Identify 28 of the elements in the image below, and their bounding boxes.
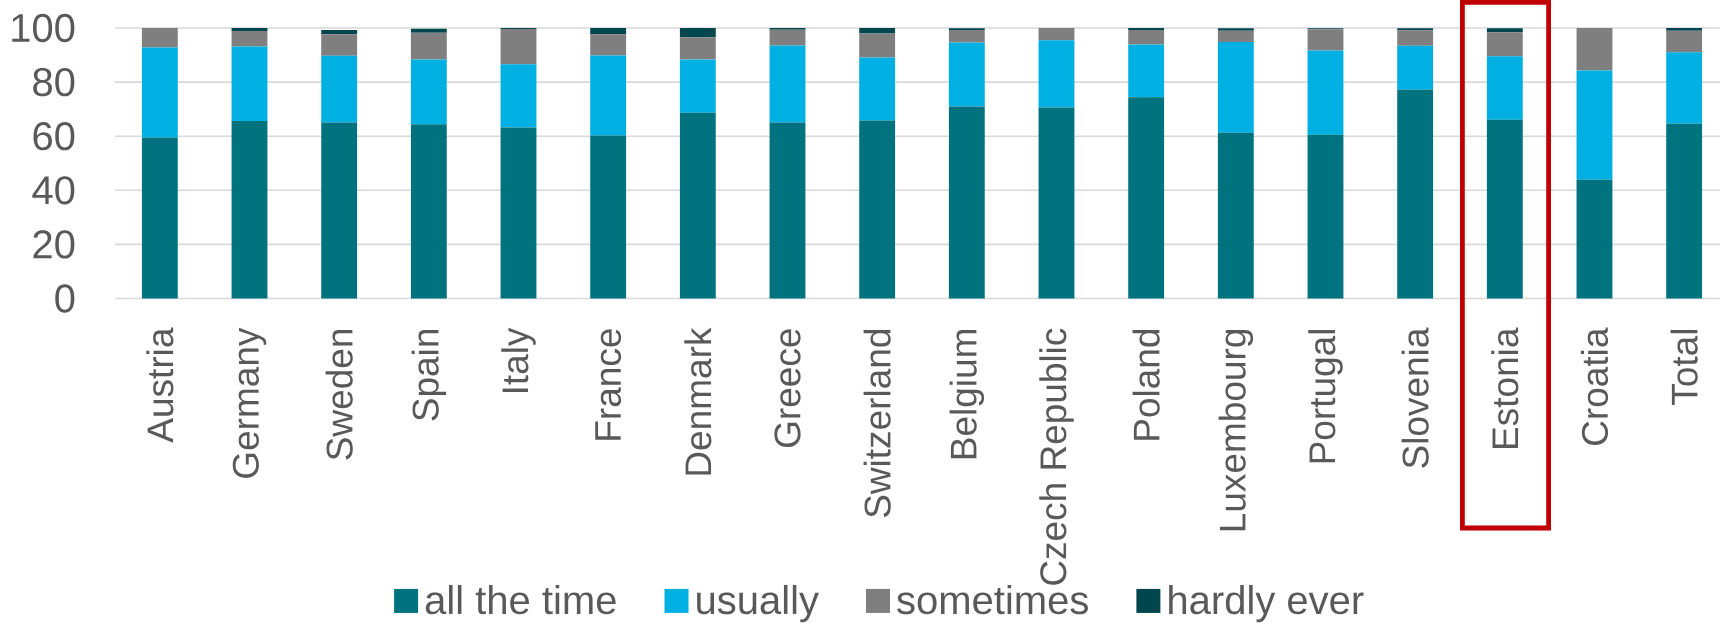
y-tick-label: 60 [33, 122, 75, 151]
x-tick-label: Greece [774, 329, 801, 448]
y-tick-label: 0 [55, 284, 75, 313]
x-tick-label: Sweden [325, 329, 353, 460]
x-tick-label: Spain [411, 329, 447, 421]
legend-label: usually [697, 584, 819, 623]
x-tick-label: Poland [1132, 329, 1160, 440]
x-tick-label: Total [1670, 330, 1698, 405]
legend-label: all the time [425, 584, 616, 615]
x-tick-label: Belgium [949, 330, 985, 459]
x-tick-label: Germany [232, 327, 267, 478]
x-tick-label: Portugal [1308, 330, 1343, 463]
x-tick-label: Austria [146, 327, 174, 443]
x-tick-label: Switzerland [863, 329, 891, 518]
y-tick-label: 40 [32, 176, 75, 205]
x-tick-label: Croatia [1580, 327, 1609, 445]
x-tick-label: Slovenia [1401, 327, 1429, 468]
y-tick-label: 100 [12, 13, 75, 43]
y-tick-label: 20 [33, 230, 75, 259]
x-tick-label: Czech Republic [1039, 328, 1074, 585]
y-tick-label: 80 [33, 67, 75, 97]
x-tick-label: Denmark [684, 327, 712, 475]
x-tick-label: France [595, 329, 622, 440]
legend-label: hardly ever [1169, 584, 1364, 623]
x-tick-label: Estonia [1491, 327, 1519, 448]
x-tick-label: Italy [501, 327, 536, 393]
x-tick-label: Luxembourg [1218, 329, 1254, 531]
legend-label: sometimes [897, 584, 1088, 615]
